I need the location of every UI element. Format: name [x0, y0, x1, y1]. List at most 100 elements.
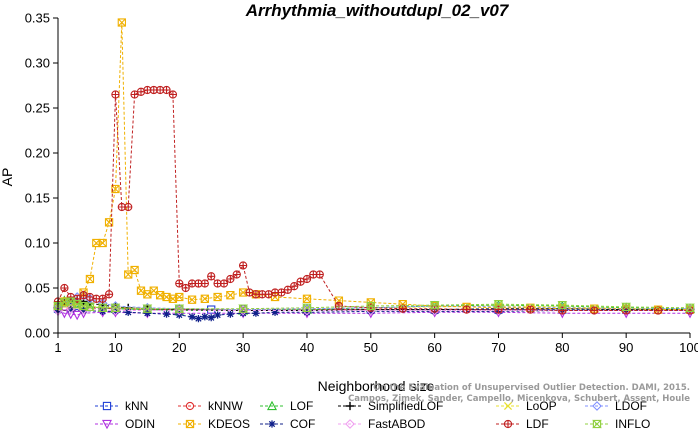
legend-swatch-marker — [345, 401, 355, 411]
data-point-kdeos — [85, 274, 95, 284]
data-point-cof — [188, 313, 196, 321]
data-point-inflo — [302, 303, 312, 312]
x-tick-label: 80 — [555, 340, 569, 355]
y-tick-label: 0.20 — [25, 146, 50, 161]
y-axis-label: AP — [0, 168, 15, 187]
data-point-ldf — [207, 272, 216, 281]
x-axis-label: Neighborhood size — [318, 378, 435, 394]
data-point-ldf — [462, 305, 471, 314]
legend-item-ldf: LDF — [496, 417, 549, 431]
legend-swatch-marker — [185, 419, 195, 429]
y-tick-label: 0.05 — [25, 281, 50, 296]
legend-item-simplifiedlof: SimplifiedLOF — [338, 399, 443, 413]
data-point-ldf — [60, 283, 69, 293]
series-kdeos — [53, 18, 695, 314]
data-point-ldf — [168, 90, 178, 99]
data-point-cof — [67, 306, 75, 314]
data-point-kdeos — [238, 288, 248, 297]
data-point-kdeos — [130, 265, 139, 275]
data-point-inflo — [97, 303, 108, 312]
data-point-cof — [226, 310, 234, 318]
plot-layer — [52, 18, 696, 323]
legend-label: LDOF — [615, 399, 647, 413]
data-point-fastabod — [110, 305, 121, 316]
data-point-cof — [162, 310, 171, 318]
data-point-kdeos — [200, 294, 209, 303]
legend-item-odin: ODIN — [95, 417, 155, 431]
legend-swatch-marker — [268, 420, 276, 428]
data-point-ldf — [130, 90, 139, 99]
axis-layer: 1 10 20 30 40 50 60 70 80 90 100 0.00 0.05 0.10 0.15 0.… — [25, 11, 698, 356]
data-point-inflo — [685, 303, 695, 312]
legend-swatch-marker — [592, 419, 602, 429]
data-point-kdeos — [175, 292, 184, 302]
legend-label: LoOP — [526, 399, 557, 413]
data-point-ldf — [245, 288, 254, 297]
x-tick-label: 1 — [54, 340, 61, 355]
x-tick-label: 70 — [491, 340, 505, 355]
legend-label: FastABOD — [368, 417, 426, 431]
data-point-ldf — [315, 270, 324, 279]
data-point-ldf — [200, 279, 209, 288]
legend-swatch-marker — [102, 401, 112, 411]
data-point-kdeos — [111, 184, 120, 194]
x-tick-label: 60 — [427, 340, 441, 355]
x-tick-label: 10 — [108, 340, 122, 355]
legend-label: SimplifiedLOF — [368, 399, 443, 413]
data-point-inflo — [84, 302, 95, 312]
data-point-ldf — [296, 277, 305, 286]
y-tick-label: 0.35 — [25, 11, 50, 26]
y-tick-label: 0.10 — [25, 236, 50, 251]
data-point-cof — [201, 313, 209, 321]
data-point-inflo — [621, 302, 632, 312]
x-tick-label: 20 — [172, 340, 186, 355]
data-point-ldf — [302, 274, 312, 284]
data-point-cof — [124, 308, 132, 316]
data-point-cof — [239, 309, 247, 317]
data-point-cof — [303, 308, 311, 316]
legend-swatch-marker — [592, 401, 602, 411]
data-point-cof — [271, 308, 279, 316]
data-point-ldf — [79, 291, 88, 300]
data-point-ldf — [85, 292, 95, 302]
legend-item-knn: kNN — [95, 399, 148, 413]
legend-label: COF — [290, 417, 315, 431]
legend-label: LOF — [290, 399, 313, 413]
legend-item-ldof: LDOF — [585, 399, 647, 413]
data-point-kdeos — [187, 295, 197, 304]
data-point-ldf — [334, 301, 344, 311]
x-tick-label: 40 — [300, 340, 314, 355]
legend-item-cof: COF — [260, 417, 315, 431]
data-point-cof — [143, 309, 151, 317]
data-point-inflo — [493, 300, 504, 309]
data-point-kdeos — [117, 18, 126, 27]
legend-swatch-marker — [185, 401, 195, 411]
legend-swatch-marker — [503, 401, 513, 411]
legend-item-fastabod: FastABOD — [338, 417, 426, 431]
credit-line1: On the Evaluation of Unsupervised Outlie… — [373, 383, 690, 393]
data-point-ldf — [104, 290, 114, 299]
series-ldf — [53, 85, 695, 315]
data-point-ldf — [175, 279, 184, 288]
y-tick-label: 0.25 — [25, 101, 50, 116]
y-tick-label: 0.00 — [25, 326, 50, 341]
chart-title: Arrhythmia_withoutdupl_02_v07 — [245, 1, 510, 20]
legend-item-loop: LoOP — [496, 399, 557, 413]
data-point-ldf — [653, 306, 663, 315]
legend-swatch-marker — [345, 419, 355, 429]
credit-line2: Campos, Zimek, Sander, Campello, Micenko… — [348, 394, 690, 404]
series-inflo — [53, 297, 695, 313]
data-point-inflo — [238, 304, 249, 313]
legend-layer: kNN kNNW LOF SimplifiedLOF LoOP LDOF ODIN KDEOS… — [95, 399, 650, 431]
data-point-cof — [207, 314, 215, 322]
legend-label: kNN — [125, 399, 148, 413]
data-point-kdeos — [213, 292, 222, 302]
legend-swatch-marker — [266, 400, 278, 411]
data-point-ldf — [111, 90, 120, 99]
series-line-ldf — [57, 89, 690, 311]
data-point-cof — [79, 306, 88, 315]
series-line-knn — [57, 304, 690, 311]
data-point-ldf — [181, 283, 190, 293]
data-point-inflo — [174, 304, 185, 313]
